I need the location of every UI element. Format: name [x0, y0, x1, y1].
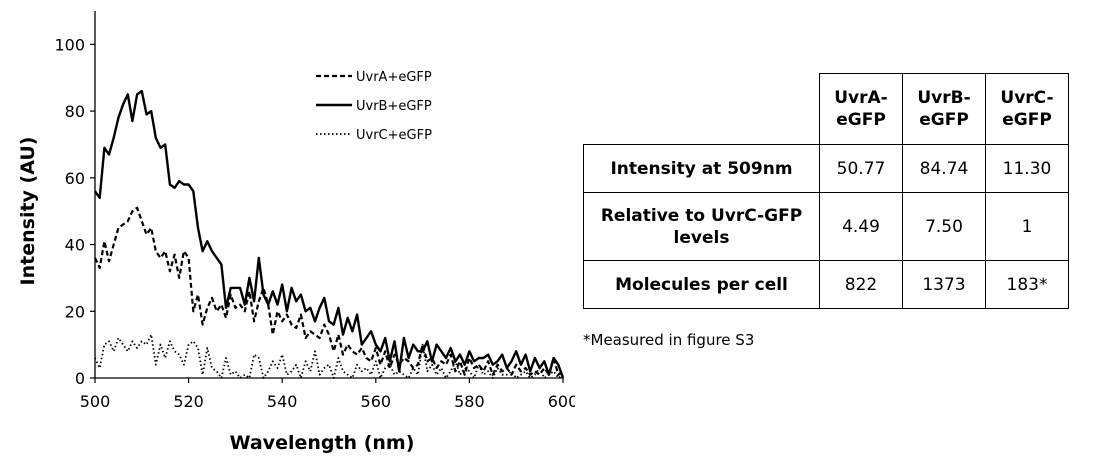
legend-label-uvrb: UvrB+eGFP: [356, 99, 432, 114]
y-tick-label: 60: [65, 169, 85, 188]
stats-table: UvrA- eGFP UvrB- eGFP UvrC- eGFP Intensi…: [583, 73, 1069, 309]
col-header-uvrb-line1: UvrB-: [917, 88, 971, 108]
line-chart: 0 20 40 60 80 100 500 520 540 560 580 600 UvrA+eGF…: [17, 11, 575, 454]
x-tick-label: 580: [454, 392, 485, 411]
col-header-uvra-line1: UvrA-: [834, 88, 888, 108]
table-row-relative: Relative to UvrC-GFP levels 4.49 7.50 1: [583, 192, 1069, 261]
row-label-relative-line1: Relative to UvrC-GFP: [600, 205, 803, 226]
y-tick-label: 0: [75, 369, 85, 388]
table-row-molecules: Molecules per cell 822 1373 183*: [583, 260, 1069, 309]
table-row-intensity: Intensity at 509nm 50.77 84.74 11.30: [583, 144, 1069, 193]
y-tick-label: 80: [65, 102, 85, 121]
table-footnote: *Measured in figure S3: [583, 331, 755, 349]
cell-intensity-uvra: 50.77: [819, 144, 903, 193]
row-label-relative: Relative to UvrC-GFP levels: [583, 192, 820, 261]
y-tick-label: 20: [65, 302, 85, 321]
col-header-uvrc-line2: eGFP: [1002, 110, 1052, 130]
x-tick-label: 520: [173, 392, 204, 411]
y-tick-label: 40: [65, 236, 85, 255]
cell-relative-uvrc: 1: [985, 192, 1069, 261]
y-axis-ticks: 0 20 40 60 80 100: [54, 35, 95, 388]
cell-intensity-uvrc: 11.30: [985, 144, 1069, 193]
col-header-uvrb: UvrB- eGFP: [902, 73, 986, 145]
x-tick-label: 540: [267, 392, 298, 411]
legend-label-uvra: UvrA+eGFP: [356, 70, 432, 85]
cell-relative-uvra: 4.49: [819, 192, 903, 261]
cell-molecules-uvrc: 183*: [985, 260, 1069, 309]
col-header-uvra-line2: eGFP: [836, 110, 886, 130]
x-axis-title: Wavelength (nm): [230, 432, 415, 454]
row-label-intensity: Intensity at 509nm: [583, 144, 820, 193]
col-header-uvra: UvrA- eGFP: [819, 73, 903, 145]
cell-relative-uvrb: 7.50: [902, 192, 986, 261]
legend-label-uvrc: UvrC+eGFP: [356, 128, 432, 143]
col-header-uvrc-line1: UvrC-: [1000, 88, 1054, 108]
table-corner-cell: [583, 73, 820, 145]
col-header-uvrb-line2: eGFP: [919, 110, 969, 130]
y-axis-title: Intensity (AU): [17, 137, 39, 286]
x-tick-label: 600: [548, 392, 575, 411]
series-line-uvrb: [94, 89, 565, 379]
series-line-uvra: [94, 206, 564, 376]
legend: UvrA+eGFP UvrB+eGFP UvrC+eGFP: [316, 70, 432, 143]
row-label-relative-line2: levels: [673, 227, 730, 248]
x-tick-label: 500: [80, 392, 111, 411]
y-tick-label: 100: [54, 35, 85, 54]
table-header-row: UvrA- eGFP UvrB- eGFP UvrC- eGFP: [583, 73, 1069, 145]
cell-molecules-uvra: 822: [819, 260, 903, 309]
cell-intensity-uvrb: 84.74: [902, 144, 986, 193]
row-label-molecules: Molecules per cell: [583, 260, 820, 309]
series-layer: [94, 89, 565, 379]
x-tick-label: 560: [361, 392, 392, 411]
col-header-uvrc: UvrC- eGFP: [985, 73, 1069, 145]
x-axis-ticks: 500 520 540 560 580 600: [80, 378, 575, 411]
cell-molecules-uvrb: 1373: [902, 260, 986, 309]
series-line-uvrc: [94, 333, 564, 379]
